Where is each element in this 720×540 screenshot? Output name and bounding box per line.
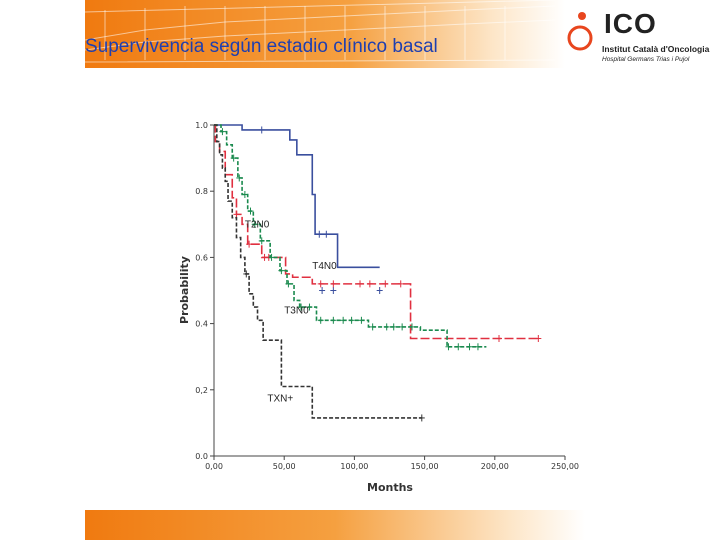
- censor-mark: [330, 287, 337, 294]
- logo-hospital: Hospital Germans Trias i Pujol: [602, 56, 690, 63]
- y-tick-label: 0.6: [195, 253, 208, 262]
- series-label: T4N0: [312, 261, 337, 272]
- chart-axes: 0,00 50,00 100,00 150,00 200,00 250,00 0.0 0,2 0…: [195, 121, 579, 471]
- y-tick-label: 0.4: [195, 320, 208, 329]
- censor-mark: [358, 316, 365, 324]
- censor-mark: [330, 280, 337, 288]
- censor-mark: [306, 303, 313, 311]
- survival-curve: [214, 124, 487, 348]
- censor-mark: [330, 316, 337, 324]
- building-illustration: [85, 0, 556, 63]
- chart-series: [214, 124, 542, 422]
- survival-curve: [214, 124, 380, 269]
- censor-mark: [319, 287, 326, 294]
- censor-mark: [323, 230, 330, 238]
- series-txn-: [214, 124, 425, 422]
- censor-mark: [268, 253, 275, 261]
- censor-mark: [236, 174, 243, 182]
- censor-mark: [285, 280, 292, 288]
- footer-banner: [85, 510, 585, 540]
- censor-mark: [316, 230, 323, 238]
- header-banner: [85, 0, 565, 68]
- censor-mark: [348, 316, 355, 324]
- censor-mark: [397, 280, 404, 288]
- censor-mark: [258, 237, 265, 245]
- survival-curve: [214, 124, 539, 340]
- x-tick-label: 50,00: [273, 462, 296, 471]
- censor-mark: [317, 316, 324, 324]
- censor-mark: [369, 323, 376, 331]
- censor-mark: [317, 280, 324, 288]
- logo-institution: Institut Català d'Oncologia: [602, 44, 710, 54]
- ico-logo-icon: [567, 12, 593, 51]
- y-tick-label: 0.8: [195, 187, 208, 196]
- ico-logo: ICO Institut Català d'Oncologia Hospital…: [566, 6, 720, 70]
- censor-mark: [408, 323, 415, 331]
- censor-mark: [399, 323, 406, 331]
- series-label: T3N0: [284, 306, 309, 317]
- x-tick-label: 250,00: [551, 462, 579, 471]
- censor-mark: [230, 154, 237, 162]
- y-axis-title: Probability: [178, 256, 191, 324]
- series-t4n0: [214, 124, 383, 294]
- x-axis-title: Months: [367, 481, 413, 494]
- censor-mark: [357, 280, 364, 288]
- censor-mark: [418, 414, 425, 422]
- censor-mark: [474, 343, 481, 351]
- series-label: T2N0: [245, 220, 270, 231]
- x-tick-label: 150,00: [411, 462, 439, 471]
- series-label: TXN+: [267, 393, 293, 404]
- censor-mark: [496, 334, 503, 342]
- censor-mark: [366, 280, 373, 288]
- slide-title: Supervivencia según estadio clínico basa…: [85, 36, 438, 57]
- censor-mark: [466, 343, 473, 351]
- censor-mark: [278, 267, 285, 275]
- series-t2n0: [214, 124, 542, 342]
- censor-mark: [241, 191, 248, 199]
- y-tick-label: 0.0: [195, 452, 208, 461]
- censor-mark: [251, 220, 258, 228]
- censor-mark: [455, 343, 462, 351]
- chart-annotations: T4N0 T2N0 T3N0 TXN+: [245, 220, 337, 405]
- censor-mark: [247, 207, 254, 215]
- censor-mark: [298, 303, 305, 311]
- y-tick-label: 1.0: [195, 121, 208, 130]
- censor-mark: [233, 210, 240, 218]
- censor-mark: [258, 126, 265, 134]
- x-tick-label: 100,00: [340, 462, 368, 471]
- censor-mark: [383, 323, 390, 331]
- censor-mark: [390, 323, 397, 331]
- x-tick-label: 200,00: [481, 462, 509, 471]
- censor-mark: [243, 270, 250, 278]
- censor-mark: [535, 334, 542, 342]
- censor-mark: [340, 316, 347, 324]
- censor-mark: [445, 343, 452, 351]
- censor-mark: [219, 128, 226, 136]
- survival-curve: [214, 124, 422, 419]
- series-t3n0: [214, 124, 487, 351]
- x-tick-label: 0,00: [205, 462, 223, 471]
- censor-mark: [246, 240, 253, 248]
- censor-mark: [376, 287, 383, 294]
- logo-text: ICO: [604, 8, 657, 39]
- y-tick-label: 0,2: [195, 386, 208, 395]
- censor-mark: [382, 280, 389, 288]
